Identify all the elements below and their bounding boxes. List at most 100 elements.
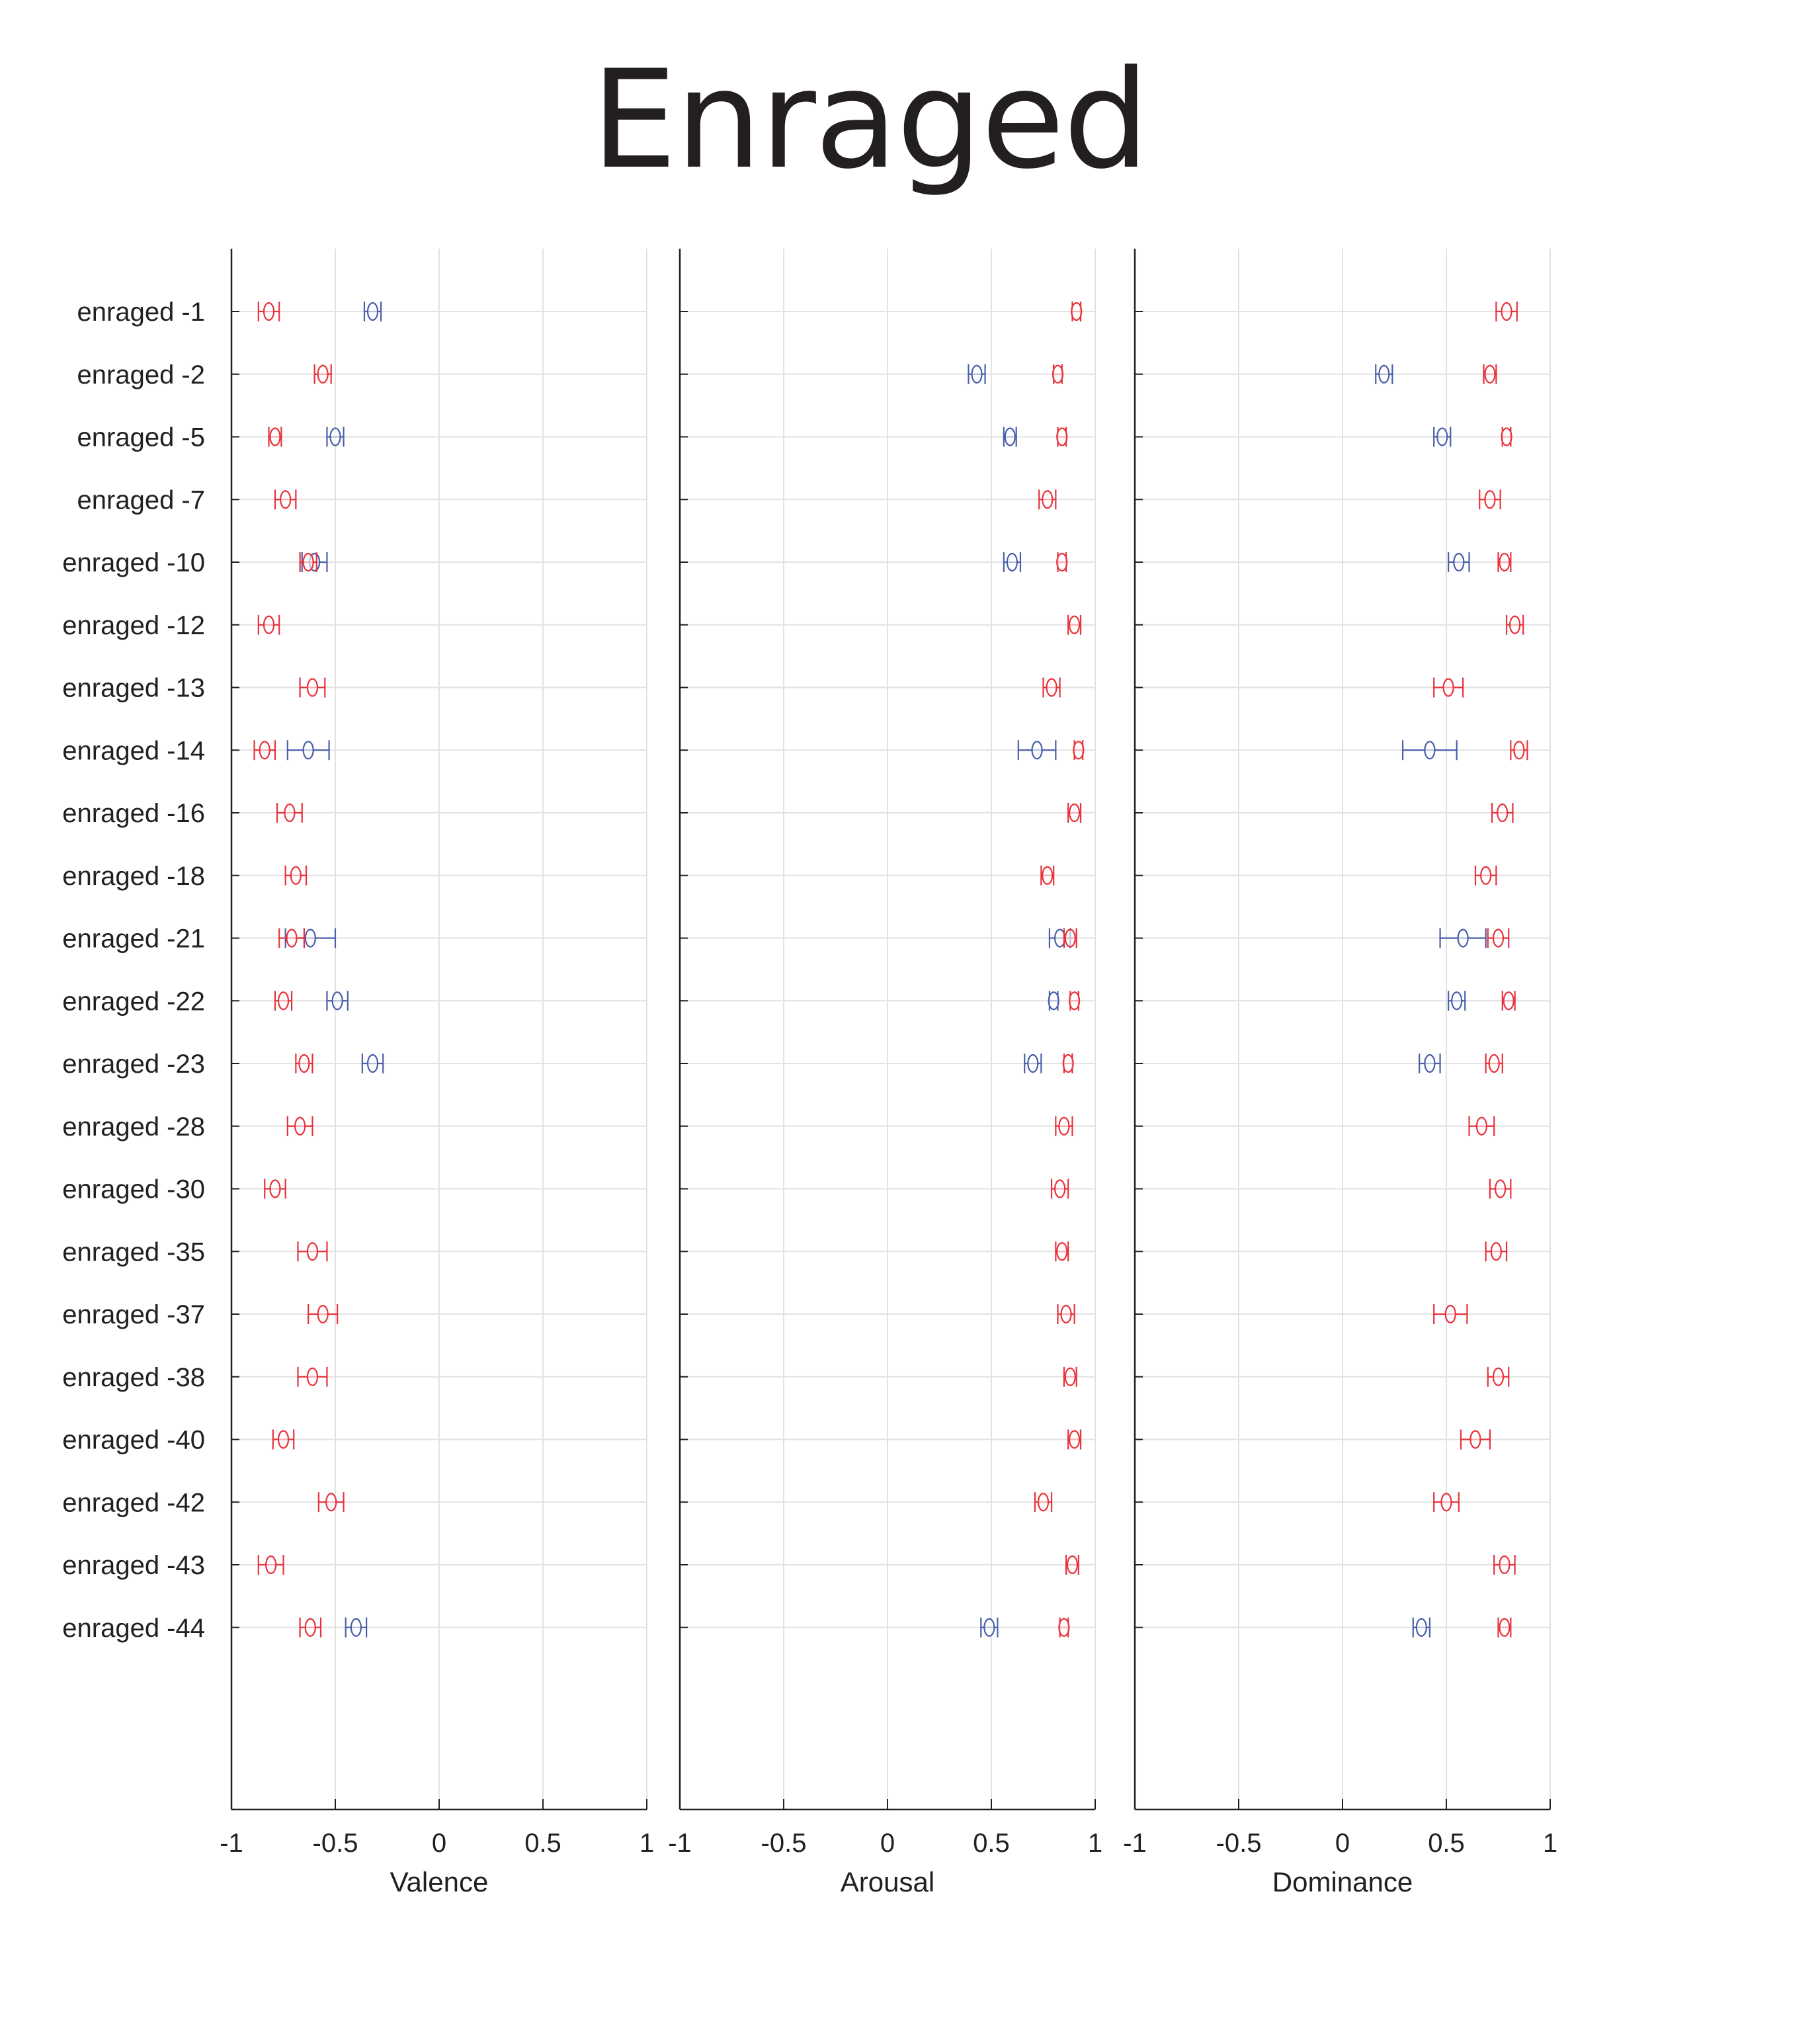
x-tick-label: 0 — [1335, 1829, 1350, 1858]
data-point-marker — [1501, 427, 1512, 446]
data-point-marker — [1064, 1367, 1076, 1386]
y-tick-label: enraged -44 — [62, 1614, 205, 1643]
data-point-marker — [286, 929, 298, 948]
data-point-marker — [302, 741, 314, 760]
error-bar-point — [1056, 427, 1068, 447]
data-point-marker — [1497, 803, 1509, 823]
data-point-marker — [1490, 1242, 1502, 1261]
x-tick-label: 0 — [880, 1829, 895, 1858]
data-point-marker — [1071, 302, 1083, 321]
error-bar-point — [253, 740, 276, 761]
data-point-marker — [1484, 490, 1496, 509]
y-tick-label: enraged -28 — [62, 1112, 205, 1142]
error-bar-point — [1067, 614, 1082, 635]
y-tick-label: enraged -14 — [62, 736, 205, 765]
y-tick-label: enraged -12 — [62, 611, 205, 640]
data-point-marker — [1068, 803, 1081, 823]
error-bar-point — [297, 1366, 328, 1387]
data-point-marker — [1006, 552, 1018, 572]
data-point-marker — [1054, 1179, 1066, 1198]
error-bar-point — [345, 1617, 368, 1638]
error-bar-point — [1433, 427, 1452, 447]
x-tick-label: -1 — [1123, 1829, 1147, 1858]
error-bar-point — [1375, 364, 1393, 384]
data-point-marker — [1060, 1304, 1072, 1324]
y-tick-label: enraged -40 — [62, 1426, 205, 1455]
error-bar-point — [326, 991, 349, 1011]
data-point-marker — [1062, 1054, 1074, 1073]
error-bar-point — [276, 803, 303, 823]
y-tick-label: enraged -1 — [77, 298, 205, 327]
error-bar-point — [1460, 1429, 1491, 1450]
error-bar-point — [257, 1555, 284, 1575]
error-bar-point — [278, 928, 305, 948]
error-bar-point — [1062, 1054, 1074, 1073]
data-point-marker — [1068, 615, 1081, 634]
data-point-marker — [317, 1304, 329, 1324]
error-bar-point — [1485, 1241, 1508, 1262]
error-bar-point — [286, 740, 330, 761]
y-tick-label: enraged -30 — [62, 1175, 205, 1204]
data-point-marker — [1501, 302, 1512, 321]
error-bar-point — [1493, 1555, 1516, 1575]
error-bar-point — [1491, 803, 1514, 823]
data-point-marker — [269, 427, 281, 446]
y-tick-label: enraged -7 — [77, 485, 205, 515]
data-point-marker — [1056, 552, 1068, 572]
error-bar-point — [1433, 1492, 1460, 1513]
text-layer: -1 -0.5 0 0.5 1 Valence -1 -0.5 0 0.5 1 Arousal -1 -0… — [62, 298, 1557, 1897]
data-point-marker — [265, 1555, 277, 1575]
data-point-marker — [1027, 1054, 1039, 1073]
error-bar-point — [317, 1492, 345, 1513]
error-bar-point — [326, 427, 345, 447]
data-point-marker — [1503, 991, 1514, 1011]
x-tick-label: 0 — [432, 1829, 446, 1858]
error-bar-point — [1071, 302, 1083, 321]
data-point-marker — [325, 1493, 337, 1512]
data-point-marker — [1056, 427, 1068, 446]
error-bar-point — [1483, 364, 1497, 384]
error-bar-point — [1048, 991, 1059, 1011]
y-tick-label: enraged -10 — [62, 548, 205, 577]
data-point-marker — [263, 302, 275, 321]
data-point-marker — [1509, 615, 1521, 634]
data-point-marker — [304, 1618, 316, 1637]
error-bar-point — [1495, 302, 1518, 321]
error-bar-point — [1058, 1617, 1070, 1638]
error-bar-point — [272, 1429, 295, 1450]
y-tick-label: enraged -16 — [62, 799, 205, 828]
x-tick-label: -0.5 — [1216, 1829, 1262, 1858]
data-layer — [253, 302, 1528, 1638]
grid-layer — [231, 249, 1551, 1809]
x-tick-label: -1 — [220, 1829, 243, 1858]
data-point-marker — [1442, 678, 1454, 697]
x-tick-label: 0.5 — [1428, 1829, 1465, 1858]
error-bar-point — [1474, 865, 1497, 886]
data-point-marker — [1068, 1430, 1081, 1449]
data-point-marker — [1488, 1054, 1500, 1073]
error-bar-point — [968, 364, 986, 384]
data-point-marker — [1415, 1618, 1427, 1637]
data-point-marker — [1453, 552, 1465, 572]
error-bar-point — [1068, 991, 1081, 1011]
error-bar-point — [257, 302, 280, 321]
y-tick-label: enraged -5 — [77, 423, 205, 452]
y-tick-label: enraged -35 — [62, 1237, 205, 1267]
data-point-marker — [1037, 1493, 1050, 1512]
data-point-marker — [277, 991, 290, 1011]
x-axis-label: Arousal — [841, 1866, 934, 1897]
data-point-marker — [317, 364, 329, 384]
error-bar-point — [284, 865, 308, 886]
data-point-marker — [366, 302, 379, 321]
data-point-marker — [284, 803, 296, 823]
data-point-marker — [1046, 678, 1057, 697]
y-tick-label: enraged -18 — [62, 862, 205, 891]
y-tick-label: enraged -22 — [62, 987, 205, 1016]
data-point-marker — [1499, 1555, 1510, 1575]
data-point-marker — [1058, 1116, 1070, 1136]
data-point-marker — [290, 866, 302, 885]
error-bar-point — [1489, 1179, 1512, 1199]
x-tick-label: 1 — [1088, 1829, 1102, 1858]
error-bar-point — [286, 1116, 313, 1136]
error-bar-point — [1487, 1366, 1510, 1387]
